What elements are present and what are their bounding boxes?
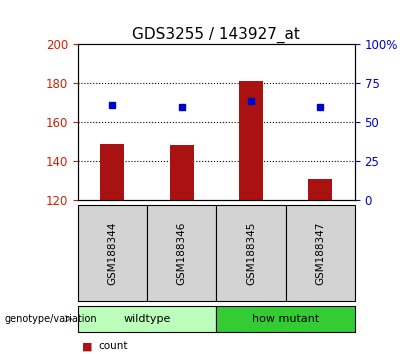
- Bar: [100, 143, 124, 200]
- Text: ■: ■: [82, 341, 92, 351]
- Text: count: count: [99, 341, 128, 351]
- Title: GDS3255 / 143927_at: GDS3255 / 143927_at: [132, 27, 300, 43]
- Text: GSM188346: GSM188346: [177, 221, 186, 285]
- Text: GSM188344: GSM188344: [108, 221, 117, 285]
- Bar: [308, 178, 332, 200]
- Text: how mutant: how mutant: [252, 314, 319, 324]
- Text: GSM188345: GSM188345: [246, 221, 256, 285]
- Text: genotype/variation: genotype/variation: [4, 314, 97, 324]
- Text: wildtype: wildtype: [123, 314, 171, 324]
- Text: GSM188347: GSM188347: [315, 221, 325, 285]
- Bar: [239, 81, 263, 200]
- Bar: [170, 145, 194, 200]
